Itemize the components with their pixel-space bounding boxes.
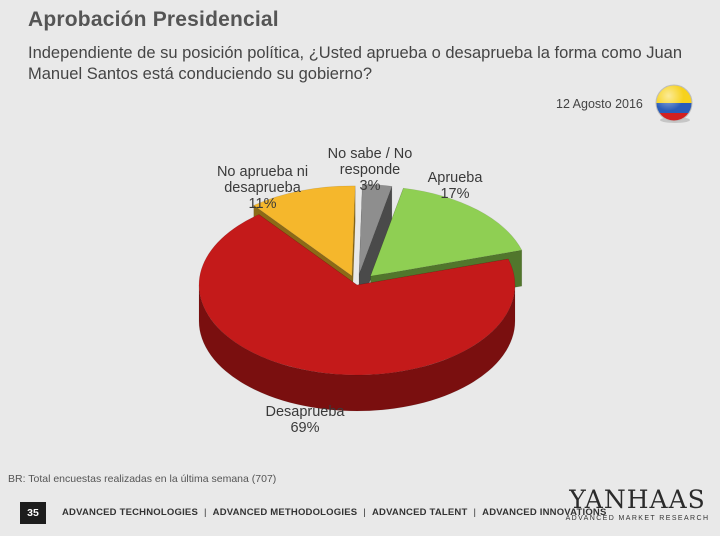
slice-ni-aprueba-wall-start <box>253 204 353 313</box>
label-ni-aprueba: No aprueba ni desaprueba 11% <box>200 164 325 212</box>
label-desaprueba-name: Desaprueba <box>265 404 345 420</box>
slice-no-sabe-wall-start <box>358 184 363 311</box>
label-ni-aprueba-line2: desaprueba <box>224 180 301 196</box>
label-aprueba: Aprueba 17% <box>400 170 510 202</box>
label-desaprueba-value: 69% <box>290 420 320 436</box>
footer-item-methodologies: ADVANCED METHODOLOGIES <box>212 507 358 518</box>
logo-tagline: ADVANCED MARKET RESEARCH <box>565 515 710 522</box>
slice-no-sabe-wall-end <box>358 186 393 311</box>
label-no-sabe-line1: No sabe / No <box>327 146 413 162</box>
label-no-sabe-line2: responde <box>339 162 401 178</box>
footer-separator: | <box>363 507 366 518</box>
slice-aprueba-wall-start <box>370 188 404 313</box>
slice-ni-aprueba-wall-end <box>351 185 356 312</box>
logo-wordmark: YANHAAS <box>569 485 706 514</box>
footer-item-talent: ADVANCED TALENT <box>371 507 468 518</box>
footer-nav: ADVANCED TECHNOLOGIES | ADVANCED METHODOLO… <box>62 507 607 518</box>
label-ni-aprueba-value: 11% <box>248 196 277 212</box>
label-ni-aprueba-line1: No aprueba ni <box>216 164 309 180</box>
footnote: BR: Total encuestas realizadas en la últ… <box>8 473 277 485</box>
slice-desaprueba-wall-start <box>356 258 509 322</box>
survey-date: 12 Agosto 2016 <box>556 97 643 111</box>
footer-separator: | <box>203 507 207 518</box>
survey-question: Independiente de su posición política, ¿… <box>28 44 683 83</box>
yanhaas-logo: YANHAAS ADVANCED MARKET RESEARCH <box>565 485 710 523</box>
label-no-sabe: No sabe / No responde 3% <box>310 146 430 194</box>
label-aprueba-name: Aprueba <box>427 170 483 186</box>
slice-no-sabe <box>358 183 393 275</box>
slice-aprueba-wall-end <box>370 249 523 313</box>
label-aprueba-value: 17% <box>440 186 470 202</box>
slice-desaprueba <box>198 214 516 376</box>
slice-desaprueba-side <box>198 284 516 412</box>
footer-item-innovations: ADVANCED INNOVATIONS <box>482 507 607 518</box>
page-title: Aprobación Presidencial <box>28 8 279 31</box>
colombia-flag-icon <box>655 84 693 123</box>
page-number: 35 <box>20 502 46 524</box>
label-no-sabe-value: 3% <box>359 178 381 194</box>
footer-separator: | <box>473 507 477 518</box>
footer-item-technologies: ADVANCED TECHNOLOGIES <box>62 507 198 518</box>
slice-desaprueba-wall-end <box>258 213 358 322</box>
label-desaprueba: Desaprueba 69% <box>240 404 370 436</box>
